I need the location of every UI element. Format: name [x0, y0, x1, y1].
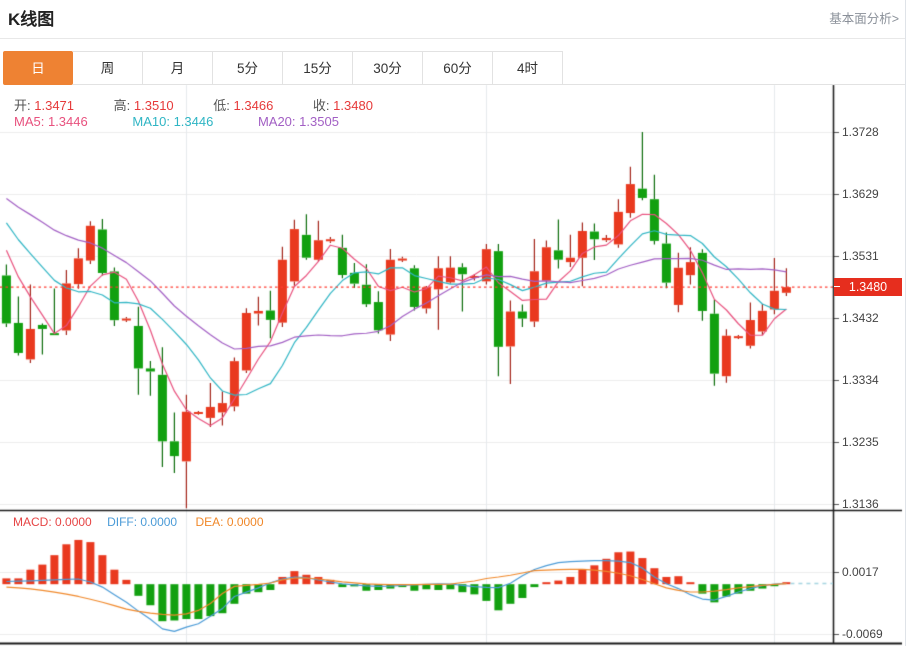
low-value: 1.3466: [233, 98, 274, 113]
price-axis-label: 1.3136: [842, 497, 879, 511]
ma10-value: 1.3446: [173, 114, 214, 129]
low-label: 低:: [213, 98, 230, 113]
ohlc-legend: 开: 1.3471 高: 1.3510 低: 1.3466 收: 1.3480: [14, 95, 409, 114]
tab-period-2[interactable]: 月: [143, 51, 213, 85]
tab-period-1[interactable]: 周: [73, 51, 143, 85]
dea-label: DEA:: [195, 515, 224, 529]
macd-axis-label: -0.0069: [842, 627, 883, 642]
page-title: K线图: [8, 10, 55, 29]
open-label: 开:: [14, 98, 31, 113]
ma5-label: MA5:: [14, 114, 45, 129]
macd-legend: MACD: 0.0000 DIFF: 0.0000 DEA: 0.0000: [13, 515, 264, 529]
last-price-tag: 1.3480: [834, 278, 902, 297]
price-axis-label: 1.3728: [842, 124, 879, 139]
fundamental-analysis-link[interactable]: 基本面分析>: [829, 12, 899, 26]
ma-legend: MA5: 1.3446 MA10: 1.3446 MA20: 1.3505: [14, 114, 339, 129]
dea-value: 0.0000: [226, 515, 264, 529]
header-divider: [0, 38, 905, 39]
diff-value: 0.0000: [140, 515, 178, 529]
ma20-label: MA20:: [257, 114, 296, 129]
tabbar-filler: [563, 51, 905, 85]
price-axis-label: 1.3432: [842, 310, 879, 325]
ma20-value: 1.3505: [299, 114, 339, 129]
high-value: 1.3510: [133, 98, 174, 113]
tab-period-6[interactable]: 60分: [423, 51, 493, 85]
period-tabbar: 日周月 5分 15分 30分 60分 4时: [3, 51, 563, 85]
macd-axis-label: 0.0017: [842, 564, 879, 579]
tab-period-3[interactable]: 5分: [213, 51, 283, 85]
tab-period-0[interactable]: 日: [3, 51, 73, 85]
price-axis-label: 1.3629: [842, 186, 879, 201]
price-axis-label: 1.3334: [842, 372, 879, 387]
close-value: 1.3480: [333, 98, 373, 113]
ma10-label: MA10:: [132, 114, 170, 129]
price-axis-label: 1.3235: [842, 434, 879, 449]
close-label: 收:: [312, 98, 330, 113]
price-axis-label: 1.3531: [842, 248, 879, 263]
tab-period-7[interactable]: 4时: [493, 51, 563, 85]
ma5-value: 1.3446: [47, 114, 88, 129]
macd-label: MACD:: [13, 515, 52, 529]
high-label: 高:: [113, 98, 131, 113]
macd-value: 0.0000: [55, 515, 92, 529]
tab-period-4[interactable]: 15分: [283, 51, 353, 85]
tab-period-5[interactable]: 30分: [353, 51, 423, 85]
diff-label: DIFF:: [107, 515, 138, 529]
open-value: 1.3471: [34, 98, 75, 113]
